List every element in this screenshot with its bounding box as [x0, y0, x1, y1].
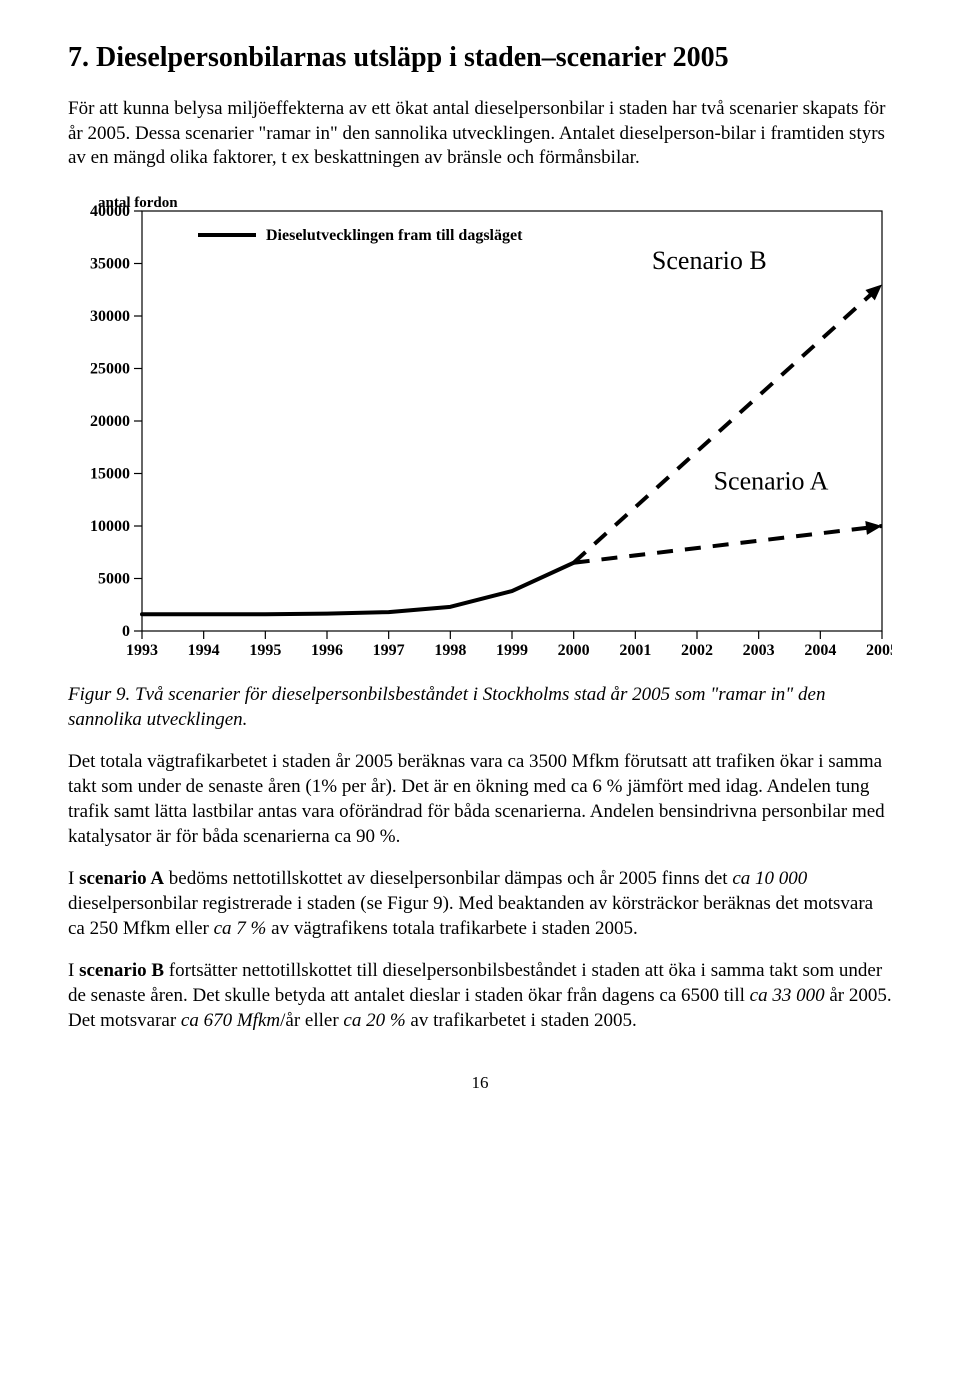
intro-paragraph: För att kunna belysa miljöeffekterna av … [68, 97, 892, 171]
svg-text:Scenario A: Scenario A [714, 466, 829, 495]
svg-text:2005: 2005 [866, 642, 892, 659]
svg-text:25000: 25000 [90, 361, 130, 378]
svg-text:10000: 10000 [90, 518, 130, 535]
svg-text:2002: 2002 [681, 642, 713, 659]
svg-text:20000: 20000 [90, 413, 130, 430]
svg-text:2000: 2000 [558, 642, 590, 659]
page-number: 16 [0, 1073, 960, 1093]
svg-text:2003: 2003 [743, 642, 775, 659]
svg-text:1997: 1997 [373, 642, 405, 659]
figure-caption: Figur 9. Två scenarier för dieselpersonb… [68, 683, 892, 732]
svg-text:15000: 15000 [90, 466, 130, 483]
svg-text:35000: 35000 [90, 256, 130, 273]
svg-text:30000: 30000 [90, 308, 130, 325]
svg-text:1998: 1998 [434, 642, 466, 659]
paragraph-scenario-a: I scenario A bedöms nettotillskottet av … [68, 867, 892, 941]
scenario-chart: antal fordon0500010000150002000025000300… [68, 191, 892, 671]
svg-text:40000: 40000 [90, 203, 130, 220]
svg-text:1994: 1994 [188, 642, 220, 659]
svg-text:Dieselutvecklingen fram till d: Dieselutvecklingen fram till dagsläget [266, 227, 523, 244]
svg-text:2004: 2004 [804, 642, 836, 659]
svg-text:1993: 1993 [126, 642, 158, 659]
figure-caption-text: Två scenarier för dieselpersonbilsbestån… [68, 684, 825, 730]
section-heading: 7. Dieselpersonbilarnas utsläpp i staden… [68, 40, 892, 75]
paragraph-traffic: Det totala vägtrafikarbetet i staden år … [68, 750, 892, 849]
svg-text:0: 0 [122, 623, 130, 640]
scenario-b-label: scenario B [79, 960, 164, 981]
chart-container: antal fordon0500010000150002000025000300… [68, 191, 892, 671]
svg-text:1995: 1995 [249, 642, 281, 659]
svg-text:1999: 1999 [496, 642, 528, 659]
scenario-a-label: scenario A [79, 868, 164, 889]
paragraph-scenario-b: I scenario B fortsätter nettotillskottet… [68, 959, 892, 1033]
svg-text:1996: 1996 [311, 642, 343, 659]
svg-text:Scenario B: Scenario B [652, 246, 767, 275]
figure-number: Figur 9. [68, 684, 130, 705]
svg-text:5000: 5000 [98, 571, 130, 588]
svg-text:2001: 2001 [619, 642, 651, 659]
